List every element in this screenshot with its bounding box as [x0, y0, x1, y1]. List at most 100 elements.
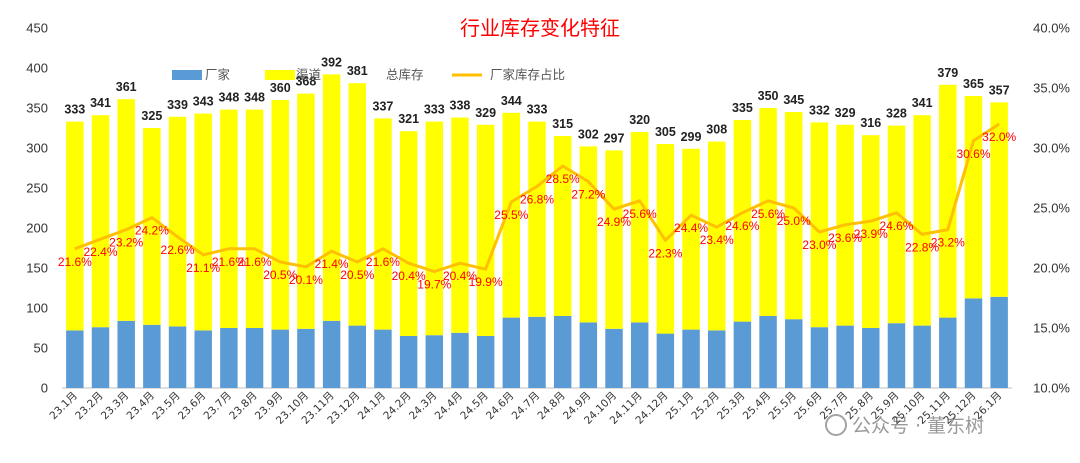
x-tick-label: 23.5月: [150, 390, 182, 422]
y-right-tick-label: 40.0%: [1033, 21, 1070, 36]
ratio-value-label: 19.7%: [417, 278, 451, 292]
y-right-tick-label: 25.0%: [1033, 201, 1070, 216]
bars: [66, 74, 1008, 388]
x-tick-label: 24.5月: [458, 390, 490, 422]
ratio-value-label: 21.6%: [238, 255, 272, 269]
bar-manufacturer: [682, 329, 700, 388]
bar-manufacturer: [913, 325, 931, 388]
x-tick-label: 25.3月: [715, 390, 747, 422]
legend-label: 总库存: [386, 67, 424, 82]
x-tick-label: 24.3月: [407, 390, 439, 422]
bar-manufacturer: [990, 296, 1008, 388]
total-value-label: 341: [90, 96, 111, 110]
bar-channel: [630, 132, 649, 323]
bar-channel: [887, 125, 906, 324]
ratio-value-label: 22.6%: [161, 243, 195, 257]
bar-manufacturer: [425, 335, 444, 388]
total-value-label: 343: [193, 95, 214, 109]
legend: 厂家 渠道 总库存 厂家库存占比: [172, 67, 565, 82]
total-value-label: 333: [424, 103, 445, 117]
bar-channel: [220, 109, 238, 328]
bar-manufacturer: [528, 316, 546, 388]
total-value-label: 365: [963, 77, 984, 91]
y-right-tick-label: 10.0%: [1033, 381, 1070, 396]
bar-channel: [708, 141, 726, 331]
bar-manufacturer: [656, 333, 675, 388]
chart-title: 行业库存变化特征: [460, 16, 620, 40]
bar-channel: [759, 108, 777, 316]
y-right-tick-label: 15.0%: [1033, 321, 1070, 336]
bar-channel: [271, 100, 289, 330]
x-tick-label: 24.2月: [381, 390, 413, 422]
bar-channel: [913, 115, 931, 326]
total-value-label: 316: [860, 116, 881, 130]
bar-manufacturer: [476, 336, 495, 388]
bar-manufacturer: [66, 330, 84, 388]
total-value-label: 368: [295, 75, 316, 89]
ratio-line-group: [74, 122, 1001, 274]
bar-manufacturer: [399, 336, 418, 388]
bar-manufacturer: [939, 317, 957, 388]
x-tick-label: 24.4月: [433, 390, 465, 422]
ratio-value-label: 21.1%: [186, 261, 220, 275]
x-tick-label: 23.2月: [73, 390, 105, 422]
bar-manufacturer: [451, 332, 469, 388]
y-left-tick-label: 50: [34, 341, 48, 356]
ratio-value-label: 30.6%: [956, 147, 990, 161]
bar-channel: [579, 146, 598, 323]
bar-manufacturer: [708, 330, 726, 388]
bar-manufacturer: [579, 322, 598, 388]
x-tick-label: 24.7月: [510, 390, 542, 422]
bar-manufacturer: [964, 298, 983, 388]
ratio-value-label: 23.2%: [931, 236, 965, 250]
bar-channel: [476, 124, 495, 336]
ratio-value-label: 22.4%: [83, 245, 117, 259]
data-labels: 333 341 361 325 339 343 348 348 360 368 392 381 337 3…: [58, 55, 1017, 291]
bar-channel: [733, 120, 752, 322]
bar-channel: [168, 116, 187, 327]
total-value-label: 381: [347, 64, 368, 78]
total-value-label: 302: [578, 127, 599, 141]
x-tick-label: 23.8月: [227, 390, 259, 422]
total-value-label: 321: [398, 112, 419, 126]
ratio-value-label: 28.5%: [546, 172, 580, 186]
ratio-value-label: 24.9%: [597, 215, 631, 229]
ratio-value-label: 23.6%: [828, 231, 862, 245]
x-tick-label: 25.2月: [689, 390, 721, 422]
total-value-label: 328: [886, 107, 907, 121]
bar-manufacturer: [143, 324, 161, 388]
ratio-value-label: 21.4%: [315, 257, 349, 271]
total-value-label: 335: [732, 101, 753, 115]
bar-manufacturer: [117, 320, 135, 388]
watermark: 公众号 · 董东树: [825, 414, 984, 437]
legend-label: 厂家: [205, 67, 231, 82]
bar-channel: [553, 136, 572, 316]
total-value-label: 344: [501, 94, 522, 108]
x-tick-label: 23.7月: [202, 390, 234, 422]
bar-manufacturer: [502, 317, 521, 388]
bar-manufacturer: [194, 330, 212, 388]
total-value-label: 333: [527, 103, 548, 117]
x-tick-label: 23.1月: [48, 390, 80, 422]
ratio-value-label: 23.9%: [854, 227, 888, 241]
legend-swatch: [172, 70, 202, 80]
bar-manufacturer: [245, 328, 264, 388]
bar-manufacturer: [785, 319, 803, 388]
y-left-tick-label: 100: [26, 301, 48, 316]
ratio-value-label: 27.2%: [571, 188, 605, 202]
total-value-label: 345: [783, 93, 804, 107]
bar-channel: [117, 99, 135, 321]
ratio-value-label: 21.6%: [366, 255, 400, 269]
bar-channel: [348, 83, 366, 326]
bar-channel: [939, 84, 957, 318]
x-tick-label: 25.1月: [664, 390, 696, 422]
y-left-tick-label: 450: [26, 21, 48, 36]
bar-manufacturer: [374, 329, 392, 388]
total-value-label: 337: [373, 99, 394, 113]
y-left-tick-label: 0: [41, 381, 48, 396]
y-left-tick-label: 400: [26, 61, 48, 76]
bar-channel: [451, 117, 469, 333]
bar-channel: [964, 96, 983, 299]
y-left-tick-label: 150: [26, 261, 48, 276]
